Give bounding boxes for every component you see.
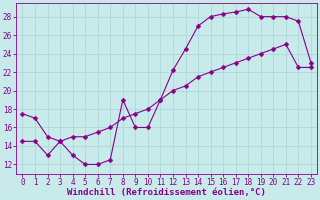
X-axis label: Windchill (Refroidissement éolien,°C): Windchill (Refroidissement éolien,°C)	[67, 188, 266, 197]
